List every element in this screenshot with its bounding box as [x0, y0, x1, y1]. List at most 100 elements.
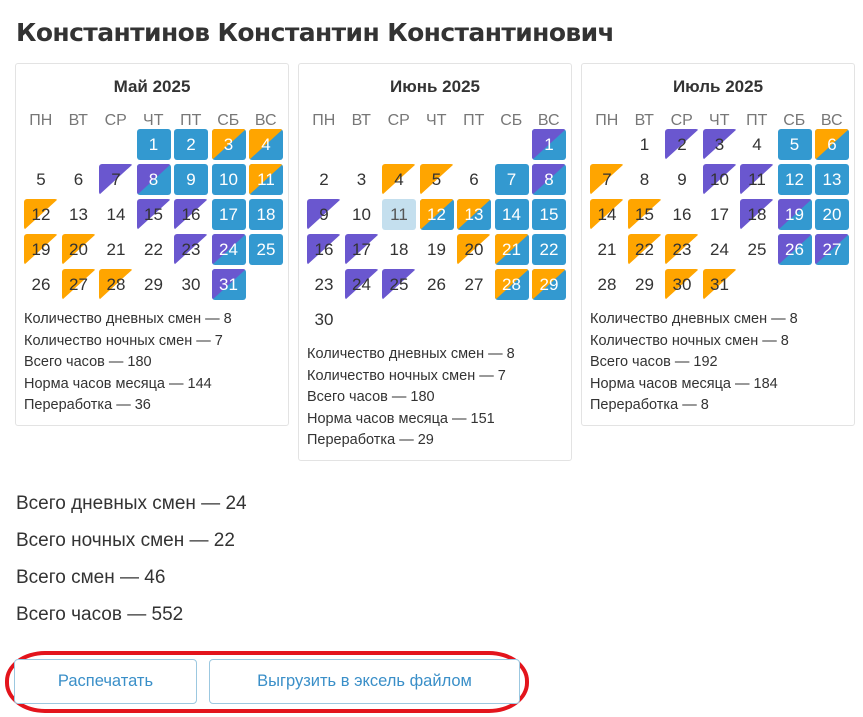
- calendar-day[interactable]: 7: [494, 164, 529, 195]
- calendar-day[interactable]: 10: [702, 164, 737, 195]
- calendar-day[interactable]: 10: [345, 199, 379, 230]
- calendar-day[interactable]: 7: [590, 164, 624, 195]
- calendar-day[interactable]: 10: [211, 164, 246, 195]
- calendar-day[interactable]: 30: [307, 304, 341, 335]
- calendar-day[interactable]: 8: [532, 164, 566, 195]
- calendar-day[interactable]: 12: [24, 199, 58, 230]
- calendar-day[interactable]: 28: [494, 269, 529, 300]
- calendar-day[interactable]: 22: [137, 234, 171, 265]
- calendar-day[interactable]: 2: [665, 129, 699, 160]
- calendar-day[interactable]: 4: [249, 129, 283, 160]
- calendar-day[interactable]: 11: [740, 164, 774, 195]
- calendar-day[interactable]: 25: [249, 234, 283, 265]
- calendar-day[interactable]: 27: [61, 269, 96, 300]
- calendar-day[interactable]: 5: [777, 129, 812, 160]
- calendar-day[interactable]: 1: [628, 129, 662, 160]
- month-stat: Всего часов — 192: [590, 354, 718, 370]
- calendar-day[interactable]: 23: [665, 234, 699, 265]
- calendar-day[interactable]: 15: [136, 199, 171, 230]
- calendar-day[interactable]: 2: [174, 129, 208, 160]
- calendar-day[interactable]: 26: [24, 269, 58, 300]
- calendar-day[interactable]: 2: [307, 164, 341, 195]
- calendar-day[interactable]: 12: [419, 199, 454, 230]
- calendar-day[interactable]: 11: [382, 199, 416, 230]
- night-shift-marker: [174, 234, 208, 265]
- calendar-day[interactable]: 7: [99, 164, 133, 195]
- calendar-day[interactable]: 27: [815, 234, 849, 265]
- calendar-day[interactable]: 27: [457, 269, 491, 300]
- calendar-day[interactable]: 22: [627, 234, 662, 265]
- calendar-day[interactable]: 24: [211, 234, 246, 265]
- calendar-day[interactable]: 29: [532, 269, 566, 300]
- calendar-day[interactable]: 5: [24, 164, 58, 195]
- calendar-day[interactable]: 23: [174, 234, 208, 265]
- calendar-day[interactable]: 6: [815, 129, 849, 160]
- calendar-day[interactable]: 13: [815, 164, 849, 195]
- calendar-day[interactable]: 1: [136, 129, 171, 160]
- calendar-day[interactable]: 13: [62, 199, 96, 230]
- calendar-day[interactable]: 31: [702, 269, 737, 300]
- export-excel-button[interactable]: Выгрузить в эксель файлом: [209, 659, 520, 704]
- calendar-day[interactable]: 15: [627, 199, 662, 230]
- calendar-day[interactable]: 12: [777, 164, 812, 195]
- calendar-day[interactable]: 9: [307, 199, 341, 230]
- calendar-day[interactable]: 3: [345, 164, 379, 195]
- calendar-day[interactable]: 6: [457, 164, 491, 195]
- calendar-day[interactable]: 16: [307, 234, 341, 265]
- calendar-day[interactable]: 14: [494, 199, 529, 230]
- calendar-day[interactable]: 26: [420, 269, 454, 300]
- calendar-day[interactable]: 31: [211, 269, 246, 300]
- calendar-day[interactable]: 6: [62, 164, 96, 195]
- calendar-day[interactable]: 8: [136, 164, 171, 195]
- calendar-day[interactable]: 18: [740, 199, 774, 230]
- calendar-day[interactable]: 24: [344, 269, 379, 300]
- calendar-day[interactable]: 14: [590, 199, 624, 230]
- month-stats: Количество дневных смен — 8 Количество но…: [582, 309, 854, 417]
- day-shift-marker: [627, 199, 662, 230]
- calendar-day[interactable]: 22: [532, 234, 566, 265]
- calendar-day[interactable]: 23: [307, 269, 341, 300]
- calendar-day[interactable]: 14: [99, 199, 133, 230]
- calendar-day[interactable]: 16: [665, 199, 699, 230]
- calendar-day[interactable]: 30: [174, 269, 208, 300]
- calendar-day[interactable]: 28: [99, 269, 133, 300]
- calendar-day[interactable]: 8: [628, 164, 662, 195]
- calendar-day[interactable]: 21: [590, 234, 624, 265]
- calendar-day[interactable]: 21: [494, 234, 529, 265]
- calendar-day[interactable]: 3: [702, 129, 737, 160]
- calendar-day[interactable]: 20: [61, 234, 96, 265]
- calendar-day[interactable]: 9: [174, 164, 208, 195]
- print-button[interactable]: Распечатать: [14, 659, 197, 704]
- calendar-day[interactable]: 15: [532, 199, 566, 230]
- calendar-day[interactable]: 19: [24, 234, 58, 265]
- calendar-day[interactable]: 17: [344, 234, 379, 265]
- calendar-day[interactable]: 29: [137, 269, 171, 300]
- calendar-day[interactable]: 26: [777, 234, 812, 265]
- calendar-day[interactable]: 24: [703, 234, 737, 265]
- calendar-day[interactable]: 18: [382, 234, 416, 265]
- calendar-day[interactable]: 13: [457, 199, 491, 230]
- calendar-day[interactable]: 30: [665, 269, 699, 300]
- calendar-day[interactable]: 21: [99, 234, 133, 265]
- calendar-day[interactable]: 1: [532, 129, 566, 160]
- calendar-day[interactable]: 25: [382, 269, 416, 300]
- calendar-day[interactable]: 19: [420, 234, 454, 265]
- calendar-day[interactable]: 3: [211, 129, 246, 160]
- calendar-day[interactable]: 19: [777, 199, 812, 230]
- calendar-day[interactable]: 20: [815, 199, 849, 230]
- calendar-day[interactable]: 4: [382, 164, 416, 195]
- calendar-day[interactable]: 18: [249, 199, 283, 230]
- calendar-day[interactable]: 5: [419, 164, 454, 195]
- day-number: 11: [748, 169, 766, 189]
- calendar-day[interactable]: 17: [703, 199, 737, 230]
- calendar-day[interactable]: 29: [628, 269, 662, 300]
- calendar-day[interactable]: 16: [174, 199, 208, 230]
- calendar-day[interactable]: 9: [665, 164, 699, 195]
- calendar-day[interactable]: 4: [740, 129, 774, 160]
- calendar-day[interactable]: 28: [590, 269, 624, 300]
- calendar-day[interactable]: 17: [211, 199, 246, 230]
- day-shift-marker: [815, 129, 849, 160]
- calendar-day[interactable]: 20: [457, 234, 491, 265]
- calendar-day[interactable]: 11: [249, 164, 283, 195]
- calendar-day[interactable]: 25: [740, 234, 774, 265]
